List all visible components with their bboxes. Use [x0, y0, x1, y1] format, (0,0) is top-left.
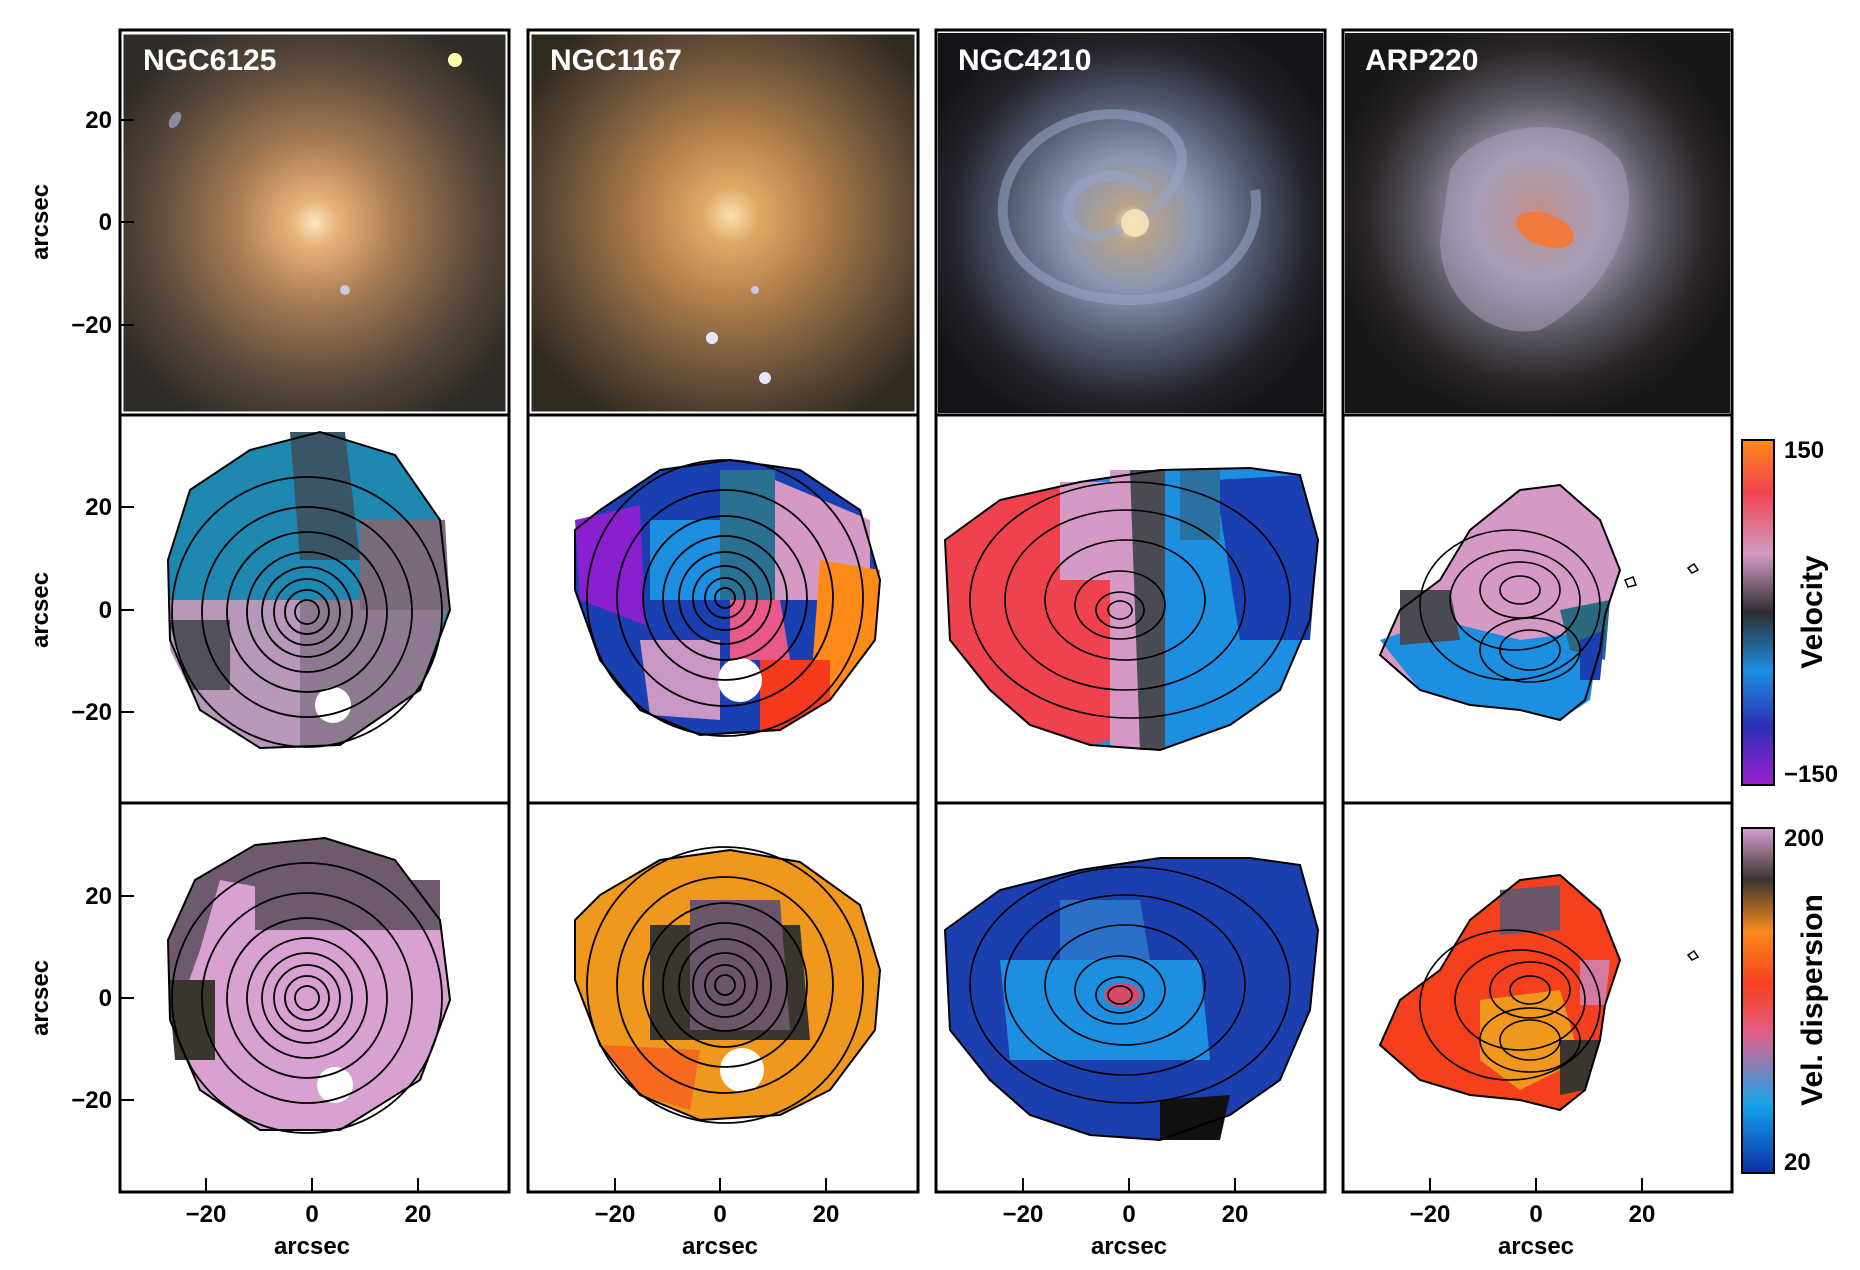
star-icon	[340, 285, 350, 295]
x-tick-label: −20	[1410, 1201, 1451, 1228]
x-tick-label: −20	[186, 1201, 227, 1228]
dispersion-colorbar: 200 20 Vel. dispersion	[1741, 825, 1829, 1176]
x-tick-label: 20	[405, 1201, 432, 1228]
y-axis-title: arcsec	[27, 960, 54, 1036]
column-arp220: ARP220	[1345, 33, 1730, 1112]
y-tick-label: 20	[85, 107, 112, 134]
column-ngc1167: NGC1167	[528, 31, 918, 1124]
velocity-map-arp220	[1378, 483, 1700, 722]
x-axis-title: arcsec	[682, 1233, 758, 1260]
column-ngc6125: NGC6125	[120, 31, 509, 1134]
x-axis-title: arcsec	[274, 1233, 350, 1260]
x-axis-bottom: −20 0 20 −20 0 20 −20 0 20 −20 0 20 arcs…	[186, 1201, 1656, 1260]
dispersion-map-ngc6125	[166, 836, 452, 1134]
x-tick-label: 20	[1222, 1201, 1249, 1228]
dispersion-map-arp220	[1378, 873, 1700, 1112]
x-tick-label: 20	[1629, 1201, 1656, 1228]
galaxy-name-label: NGC6125	[143, 44, 276, 77]
galaxy-name-label: NGC4210	[958, 44, 1091, 77]
x-tick-label: 20	[813, 1201, 840, 1228]
x-axis-title: arcsec	[1091, 1233, 1167, 1260]
star-icon	[751, 286, 759, 294]
y-tick-label: −20	[71, 312, 112, 339]
star-icon	[706, 332, 718, 344]
background-galaxy-icon	[168, 111, 182, 129]
y-axis-title: arcsec	[27, 572, 54, 648]
image-panel-ngc1167	[530, 33, 916, 413]
y-tick-label: −20	[71, 1087, 112, 1114]
x-tick-label: 0	[1529, 1201, 1542, 1228]
colorbar-min-label: 20	[1784, 1149, 1811, 1176]
y-tick-label: 0	[99, 985, 112, 1012]
velocity-map-ngc1167	[574, 458, 882, 737]
colorbar-max-label: 200	[1784, 825, 1824, 852]
x-tick-label: 0	[305, 1201, 318, 1228]
y-tick-label: 0	[99, 597, 112, 624]
y-axis-left: 20 0 −20 20 0 −20 20 0 −20	[71, 107, 112, 1114]
velocity-colorbar: 150 −150 Velocity	[1741, 437, 1838, 788]
x-tick-label: 0	[713, 1201, 726, 1228]
y-tick-label: 0	[99, 209, 112, 236]
axis-ticks	[120, 119, 1643, 1192]
colorbar-min-label: −150	[1784, 761, 1838, 788]
galaxy-name-label: NGC1167	[550, 44, 682, 77]
velocity-map-ngc6125	[166, 430, 452, 750]
y-tick-label: −20	[71, 699, 112, 726]
column-ngc4210: NGC4210	[938, 33, 1323, 1142]
star-icon	[448, 53, 462, 67]
y-tick-label: 20	[85, 883, 112, 910]
y-axis-title: arcsec	[27, 184, 54, 260]
x-tick-label: 0	[1122, 1201, 1135, 1228]
colorbar-title: Vel. dispersion	[1796, 894, 1829, 1106]
galaxy-name-label: ARP220	[1365, 44, 1478, 77]
dispersion-map-ngc1167	[574, 846, 882, 1124]
velocity-map-ngc4210	[943, 466, 1320, 752]
dispersion-map-ngc4210	[943, 857, 1320, 1142]
colorbar-max-label: 150	[1784, 437, 1824, 464]
colorbar-title: Velocity	[1796, 555, 1829, 669]
star-icon	[759, 372, 771, 384]
image-panel-ngc6125	[122, 33, 507, 413]
x-tick-label: −20	[1003, 1201, 1044, 1228]
x-axis-title: arcsec	[1498, 1233, 1574, 1260]
y-tick-label: 20	[85, 494, 112, 521]
x-tick-label: −20	[595, 1201, 636, 1228]
